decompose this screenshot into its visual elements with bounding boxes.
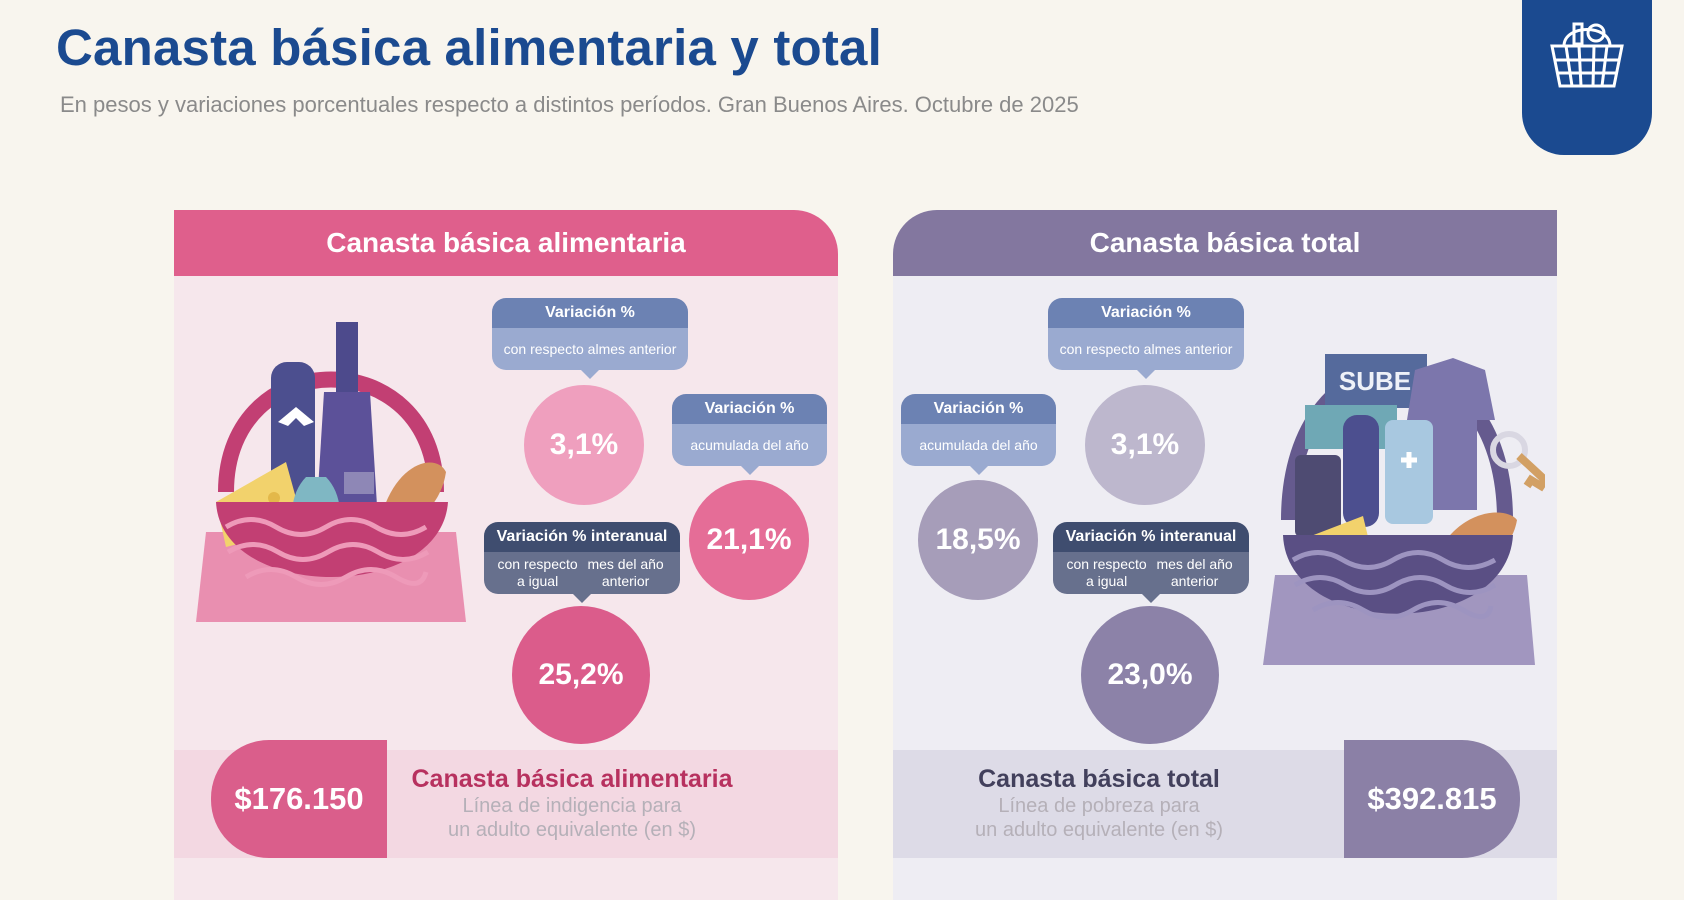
tag-monthly-total: Variación % con respecto al mes anterior <box>1048 298 1244 379</box>
value-yoy-total: 23,0% <box>1081 606 1219 744</box>
panel-canasta-total: Canasta básica total Variación % con res… <box>893 210 1557 900</box>
label-alimentaria: Canasta básica alimentaria Línea de indi… <box>402 765 742 842</box>
label-sub-2: un adulto equivalente (en $) <box>975 819 1223 841</box>
panel-canasta-alimentaria: Canasta básica alimentaria Variación % c… <box>174 210 838 900</box>
tag-title: Variación % interanual <box>484 522 680 552</box>
tag-title: Variación % <box>492 298 688 328</box>
value-ytd-total: 18,5% <box>918 480 1038 600</box>
tag-description: con respecto al mes anterior <box>1048 328 1244 370</box>
tag-yoy-alimentaria: Variación % interanual con respecto a ig… <box>484 522 680 603</box>
label-sub-2: un adulto equivalente (en $) <box>448 819 696 841</box>
panel-header-total: Canasta básica total <box>893 210 1557 276</box>
label-total: Canasta básica total Línea de pobreza pa… <box>929 765 1269 842</box>
tag-description: acumulada del año <box>901 424 1056 466</box>
price-alimentaria: $176.150 <box>211 740 387 858</box>
shopping-basket-icon <box>1550 22 1624 88</box>
total-basket-illustration: SUBE <box>1263 354 1545 665</box>
tag-title: Variación % interanual <box>1053 522 1249 552</box>
tag-yoy-total: Variación % interanual con respecto a ig… <box>1053 522 1249 603</box>
page-title: Canasta básica alimentaria y total <box>56 19 882 76</box>
tag-ytd-total: Variación % acumulada del año <box>901 394 1056 475</box>
sube-card-text: SUBE <box>1339 366 1411 396</box>
value-yoy-alimentaria: 25,2% <box>512 606 650 744</box>
label-main: Canasta básica alimentaria <box>411 765 733 793</box>
label-sub-1: Línea de pobreza para <box>998 795 1200 817</box>
logo-badge <box>1522 0 1652 155</box>
tag-title: Variación % <box>901 394 1056 424</box>
tag-description: con respecto a igual mes del año anterio… <box>1053 552 1249 594</box>
label-sub-1: Línea de indigencia para <box>462 795 682 817</box>
food-basket-illustration <box>196 322 466 622</box>
value-monthly-total: 3,1% <box>1085 385 1205 505</box>
tag-description: acumulada del año <box>672 424 827 466</box>
tag-title: Variación % <box>672 394 827 424</box>
tag-title: Variación % <box>1048 298 1244 328</box>
price-total: $392.815 <box>1344 740 1520 858</box>
tag-ytd-alimentaria: Variación % acumulada del año <box>672 394 827 475</box>
value-ytd-alimentaria: 21,1% <box>689 480 809 600</box>
page-subtitle: En pesos y variaciones porcentuales resp… <box>60 92 1079 117</box>
tag-description: con respecto al mes anterior <box>492 328 688 370</box>
panel-header-alimentaria: Canasta básica alimentaria <box>174 210 838 276</box>
tag-monthly-alimentaria: Variación % con respecto al mes anterior <box>492 298 688 379</box>
label-main: Canasta básica total <box>978 765 1220 793</box>
value-monthly-alimentaria: 3,1% <box>524 385 644 505</box>
tag-description: con respecto a igual mes del año anterio… <box>484 552 680 594</box>
